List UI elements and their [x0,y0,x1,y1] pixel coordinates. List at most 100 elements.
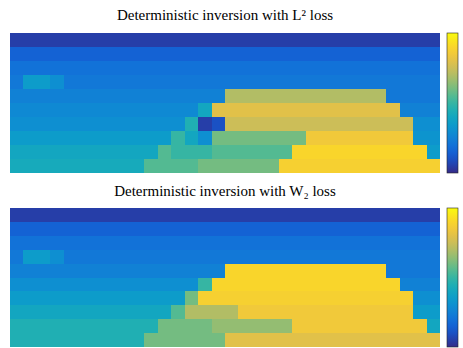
cell [265,222,279,237]
cell [427,117,440,132]
cell [37,305,51,320]
cell [50,319,64,334]
cell [413,319,427,334]
cell [64,250,78,265]
cell [346,208,360,223]
cell [427,222,440,237]
cell [359,61,373,76]
cell [319,117,333,132]
cell [386,236,400,251]
cell [265,33,279,48]
cell [158,103,172,118]
cell [131,278,145,293]
cell [171,131,185,146]
cell [400,159,414,173]
cell [279,145,293,160]
cell [413,333,427,347]
cell [373,61,387,76]
cell [386,305,400,320]
cell [10,319,24,334]
cell [104,33,118,48]
cell [238,103,252,118]
cell [131,33,145,48]
cell [413,145,427,160]
cell [212,61,226,76]
cell [238,61,252,76]
cell [333,278,347,293]
cell [171,33,185,48]
cell [252,47,266,62]
cell [64,291,78,306]
cell [64,319,78,334]
cell [118,333,132,347]
cell [91,291,105,306]
cell [10,159,24,173]
cell [91,75,105,90]
cell [225,131,239,146]
cell [144,222,158,237]
cell [427,264,440,279]
cell [158,250,172,265]
cell [91,208,105,223]
cell [144,47,158,62]
cell [50,291,64,306]
cell [265,117,279,132]
cell [104,89,118,104]
cell [118,291,132,306]
cell [292,264,306,279]
cell [131,89,145,104]
cell [131,47,145,62]
cell [346,236,360,251]
cell [265,131,279,146]
cell [212,159,226,173]
cell [37,131,51,146]
cell [333,103,347,118]
cell [158,33,172,48]
heatmap [10,33,440,173]
cell [158,319,172,334]
cell [131,250,145,265]
cell [386,47,400,62]
cell [64,145,78,160]
cell [238,89,252,104]
cell [77,305,91,320]
cell [198,131,212,146]
cell [10,236,24,251]
cell [306,319,320,334]
cell [306,222,320,237]
cell [373,278,387,293]
cell [50,145,64,160]
cell [131,117,145,132]
cell [104,103,118,118]
cell [427,159,440,173]
cell [292,131,306,146]
cell [50,222,64,237]
cell [306,145,320,160]
colorbar [447,33,458,173]
cell [292,47,306,62]
cell [279,222,293,237]
figure: Deterministic inversion with L² lossDete… [0,0,463,348]
cell [212,305,226,320]
cell [185,131,199,146]
cell [319,278,333,293]
cell [171,222,185,237]
cell [427,333,440,347]
cell [386,89,400,104]
cell [386,291,400,306]
cell [386,33,400,48]
cell [279,278,293,293]
cell [319,103,333,118]
cell [238,75,252,90]
cell [158,222,172,237]
cell [427,61,440,76]
cell [306,278,320,293]
cell [212,208,226,223]
cell [279,319,293,334]
cell [10,61,24,76]
cell [413,47,427,62]
cell [373,264,387,279]
cell [252,75,266,90]
cell [265,75,279,90]
cell [118,145,132,160]
